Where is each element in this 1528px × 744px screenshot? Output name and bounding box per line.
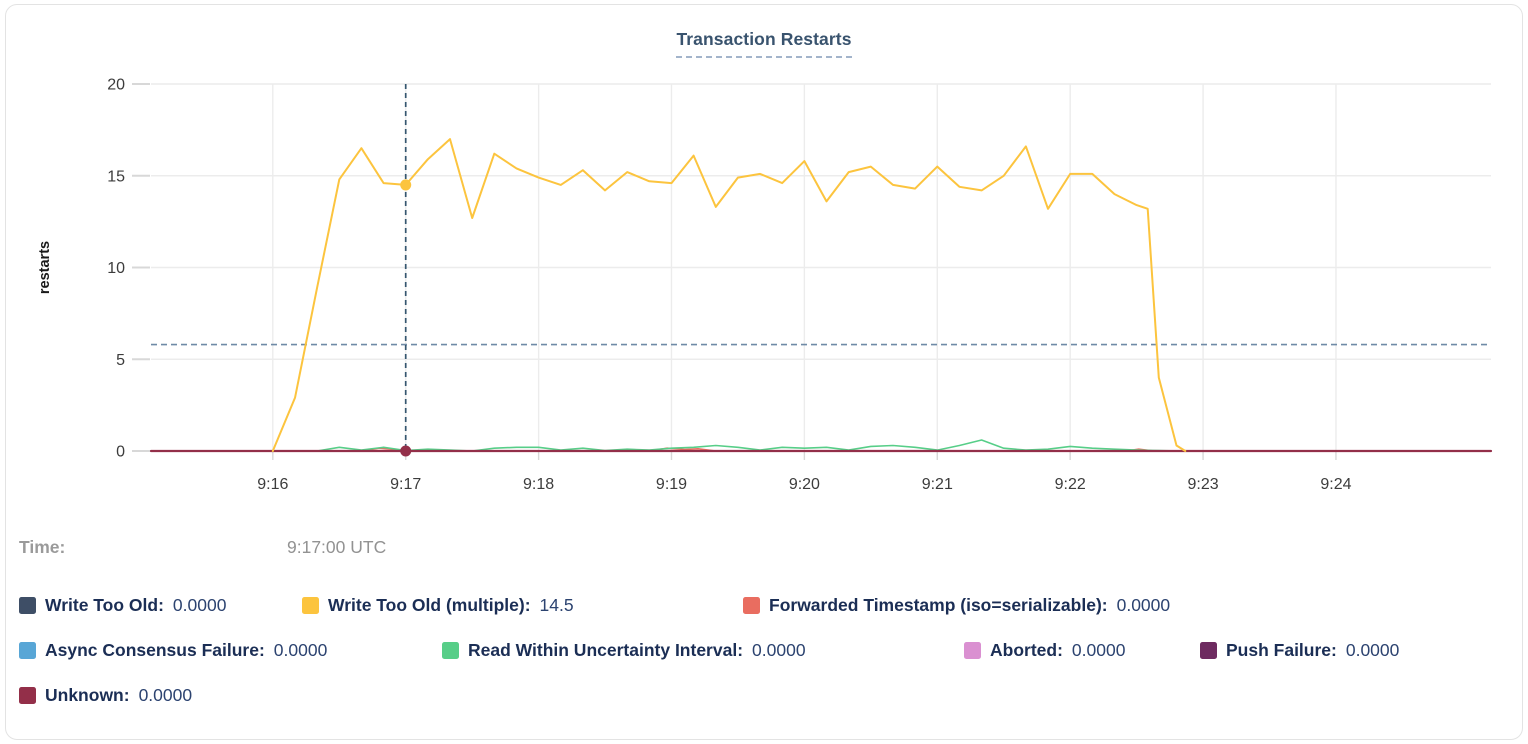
x-tick-label: 9:22: [1055, 476, 1086, 493]
legend-row-2: Async Consensus Failure: 0.0000 Read Withi…: [19, 638, 1514, 662]
legend-swatch-push-failure: [1200, 641, 1217, 659]
hover-point-write-too-old-multiple: [400, 179, 412, 191]
x-tick-label: 9:16: [257, 476, 288, 493]
legend-item-aborted: Aborted: 0.0000: [964, 638, 1200, 662]
legend-value: 0.0000: [138, 685, 193, 705]
legend-item-write-too-old-multiple: Write Too Old (multiple): 14.5: [302, 593, 743, 617]
y-tick-label: 20: [107, 77, 125, 94]
time-label: Time:: [19, 537, 66, 557]
hover-time-row: Time: 9:17:00 UTC: [19, 537, 1512, 558]
legend-value: 0.0000: [1071, 640, 1126, 660]
legend-item-unknown: Unknown: 0.0000: [19, 683, 192, 707]
legend-label: Write Too Old:: [45, 595, 164, 615]
x-tick-label: 9:17: [390, 476, 421, 493]
legend-label: Write Too Old (multiple):: [328, 595, 531, 615]
x-tick-label: 9:18: [523, 476, 554, 493]
legend-label: Read Within Uncertainty Interval:: [468, 640, 744, 660]
hover-point-unknown: [400, 445, 412, 457]
y-tick-label: 15: [107, 168, 125, 185]
legend-swatch-write-too-old-multiple: [302, 596, 319, 614]
legend-label: Push Failure:: [1226, 640, 1337, 660]
series-line-read-within-uncertainty-interval: [316, 439, 1182, 452]
x-tick-label: 9:19: [656, 476, 687, 493]
y-tick-label: 5: [116, 352, 125, 369]
chart-title-wrap: Transaction Restarts: [6, 29, 1522, 58]
x-tick-label: 9:20: [789, 476, 820, 493]
x-tick-label: 9:24: [1320, 476, 1351, 493]
y-tick-label: 10: [107, 260, 125, 277]
legend-label: Forwarded Timestamp (iso=serializable):: [769, 595, 1108, 615]
legend-item-async-consensus-failure: Async Consensus Failure: 0.0000: [19, 638, 442, 662]
legend-swatch-async-consensus-failure: [19, 641, 36, 659]
chart-title[interactable]: Transaction Restarts: [676, 29, 852, 58]
legend-swatch-read-within-uncertainty-interval: [442, 641, 459, 659]
legend-label: Unknown:: [45, 685, 130, 705]
legend-row-1: Write Too Old: 0.0000 Write Too Old (multi…: [19, 593, 1514, 617]
legend-value: 0.0000: [172, 595, 227, 615]
legend-item-read-within-uncertainty-interval: Read Within Uncertainty Interval: 0.0000: [442, 638, 964, 662]
legend-label: Aborted:: [990, 640, 1063, 660]
legend-swatch-write-too-old: [19, 596, 36, 614]
legend-value: 0.0000: [1345, 640, 1400, 660]
chart-card: Transaction Restarts 0 5 10 15 20 9:16 9:17 9:1…: [5, 4, 1523, 740]
x-tick-label: 9:23: [1187, 476, 1218, 493]
y-tick-label: 0: [116, 444, 125, 461]
legend-swatch-forwarded-timestamp-iso-serializable: [743, 596, 760, 614]
legend-value: 0.0000: [1116, 595, 1171, 615]
legend-swatch-aborted: [964, 641, 981, 659]
legend-row-3: Unknown: 0.0000: [19, 683, 1514, 707]
y-axis-title: restarts: [37, 241, 53, 294]
legend-item-forwarded-timestamp-iso-serializable: Forwarded Timestamp (iso=serializable): 0…: [743, 593, 1170, 617]
transaction-restarts-chart[interactable]: 0 5 10 15 20 9:16 9:17 9:18 9:19 9:20 9:21 9:22 9:23…: [5, 4, 1523, 521]
series-line-write-too-old-multiple: [271, 138, 1187, 452]
legend-value: 0.0000: [273, 640, 328, 660]
legend-label: Async Consensus Failure:: [45, 640, 265, 660]
legend-item-write-too-old: Write Too Old: 0.0000: [19, 593, 302, 617]
legend-swatch-unknown: [19, 686, 36, 704]
time-value: 9:17:00 UTC: [287, 537, 387, 557]
legend-value: 14.5: [539, 595, 574, 615]
legend-item-push-failure: Push Failure: 0.0000: [1200, 638, 1399, 662]
legend-value: 0.0000: [752, 640, 806, 660]
x-tick-label: 9:21: [922, 476, 953, 493]
